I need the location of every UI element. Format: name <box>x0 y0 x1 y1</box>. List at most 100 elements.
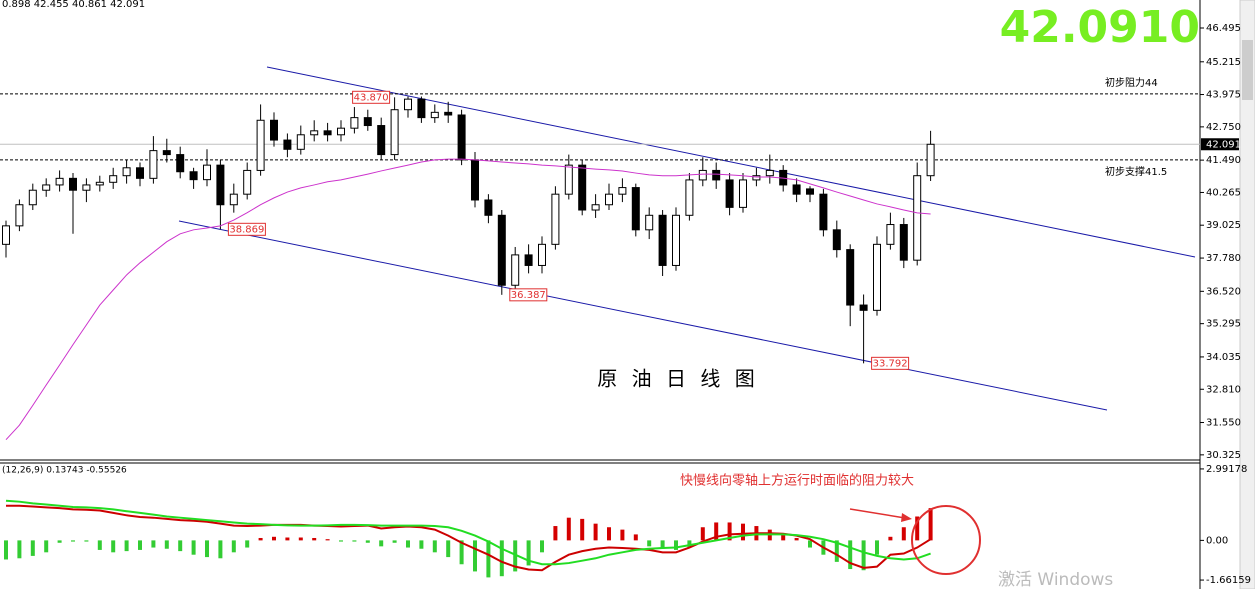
histogram-bar <box>325 539 330 541</box>
histogram-bar <box>540 540 544 553</box>
candle-body <box>832 229 841 251</box>
candle-body <box>551 193 560 245</box>
price-display: 42.0910 <box>1000 2 1200 53</box>
candle-body <box>122 167 131 177</box>
histogram-bar <box>432 540 437 553</box>
watermark: 激活 Windows <box>998 570 1113 589</box>
y-tick-label: -1.66159 <box>1206 575 1251 586</box>
histogram-bar <box>97 540 102 550</box>
histogram-bar <box>794 537 799 541</box>
histogram-bar <box>861 540 866 571</box>
price-label: 33.792 <box>873 358 908 369</box>
histogram-bar <box>4 540 8 560</box>
histogram-bar <box>164 540 169 549</box>
candle-body <box>203 164 211 181</box>
current-price-box <box>1201 138 1239 151</box>
price-label: 43.870 <box>354 92 389 103</box>
highlight-circle <box>911 505 981 575</box>
candle-body <box>28 189 37 206</box>
y-tick-label: 2.99178 <box>1206 464 1247 475</box>
histogram-bar <box>258 537 263 541</box>
candle-body <box>15 204 24 227</box>
candle-body <box>377 125 386 156</box>
histogram-bar <box>111 540 116 553</box>
histogram-bar <box>513 540 518 572</box>
histogram-bar <box>446 540 451 558</box>
histogram-bar <box>647 540 652 547</box>
candle-body <box>618 187 627 195</box>
candle-body <box>886 224 895 245</box>
level-label: 初步支撑41.5 <box>1105 165 1167 178</box>
histogram-bar <box>151 540 156 548</box>
y-tick-label: 32.810 <box>1206 384 1241 395</box>
histogram-bar <box>124 540 129 552</box>
candle-body <box>296 134 305 150</box>
candle-body <box>712 169 721 181</box>
price-label: 38.869 <box>229 224 264 235</box>
histogram-bar <box>218 540 223 559</box>
histogram-bar <box>57 540 62 543</box>
histogram-bar <box>499 540 504 577</box>
chart-title: 原 油 日 线 图 <box>597 367 758 391</box>
histogram-bar <box>781 533 786 541</box>
candle-body <box>497 214 506 286</box>
candle-body <box>55 177 64 186</box>
y-tick-label: 36.520 <box>1206 286 1241 297</box>
histogram-bar <box>674 540 678 550</box>
histogram-bar <box>312 537 317 541</box>
y-tick-label: 40.265 <box>1206 187 1241 198</box>
candle-body <box>484 199 493 216</box>
histogram-bar <box>687 540 692 548</box>
level-label: 初步阻力44 <box>1105 76 1158 89</box>
scrollbar[interactable] <box>1239 0 1255 589</box>
candle-body <box>310 130 319 136</box>
histogram-bar <box>700 527 705 541</box>
candle-body <box>243 169 252 195</box>
candle-body <box>645 214 654 231</box>
candle-body <box>605 193 613 206</box>
macd-annotation: 快慢线向零轴上方运行时面临的阻力较大 <box>680 473 914 489</box>
candle-body <box>739 179 747 208</box>
price-label-box <box>871 356 910 370</box>
histogram-bar <box>84 540 89 542</box>
y-tick-label: 41.490 <box>1206 155 1241 166</box>
candle-body <box>2 225 10 245</box>
y-tick-label: 39.025 <box>1206 220 1241 231</box>
histogram-bar <box>379 540 384 547</box>
candle-body <box>591 204 600 211</box>
histogram-bar <box>392 540 397 543</box>
y-tick-label: 31.550 <box>1206 418 1241 429</box>
candle-body <box>806 188 814 195</box>
candle-body <box>337 127 345 136</box>
candle-body <box>404 98 412 111</box>
scrollbar-thumb[interactable] <box>1242 40 1253 100</box>
histogram-bar <box>17 540 22 559</box>
candle-body <box>350 117 359 129</box>
histogram-bar <box>365 540 370 543</box>
channel-lower <box>178 220 1108 411</box>
candle-body <box>524 254 533 266</box>
candle-body <box>859 304 868 311</box>
histogram-bar <box>620 529 625 541</box>
histogram-bar <box>727 522 732 541</box>
y-tick-label: 42.750 <box>1206 122 1241 133</box>
candle-body <box>109 175 118 183</box>
candle-body <box>631 187 640 231</box>
candle-body <box>511 254 520 286</box>
histogram-bar <box>473 540 477 572</box>
candle-body <box>430 111 439 119</box>
histogram-bar <box>915 516 920 541</box>
candle-body <box>846 249 855 306</box>
candle-body <box>323 130 332 136</box>
candle-body <box>216 164 225 206</box>
price-label-box <box>509 288 548 302</box>
histogram-bar <box>633 534 638 541</box>
candle-body <box>913 175 922 261</box>
candle-body <box>256 119 265 171</box>
histogram-bar <box>580 518 585 541</box>
arrow-head <box>901 513 912 522</box>
moving-average <box>5 158 931 441</box>
price-label: 36.387 <box>511 290 546 301</box>
y-tick-label: 45.215 <box>1206 57 1241 68</box>
